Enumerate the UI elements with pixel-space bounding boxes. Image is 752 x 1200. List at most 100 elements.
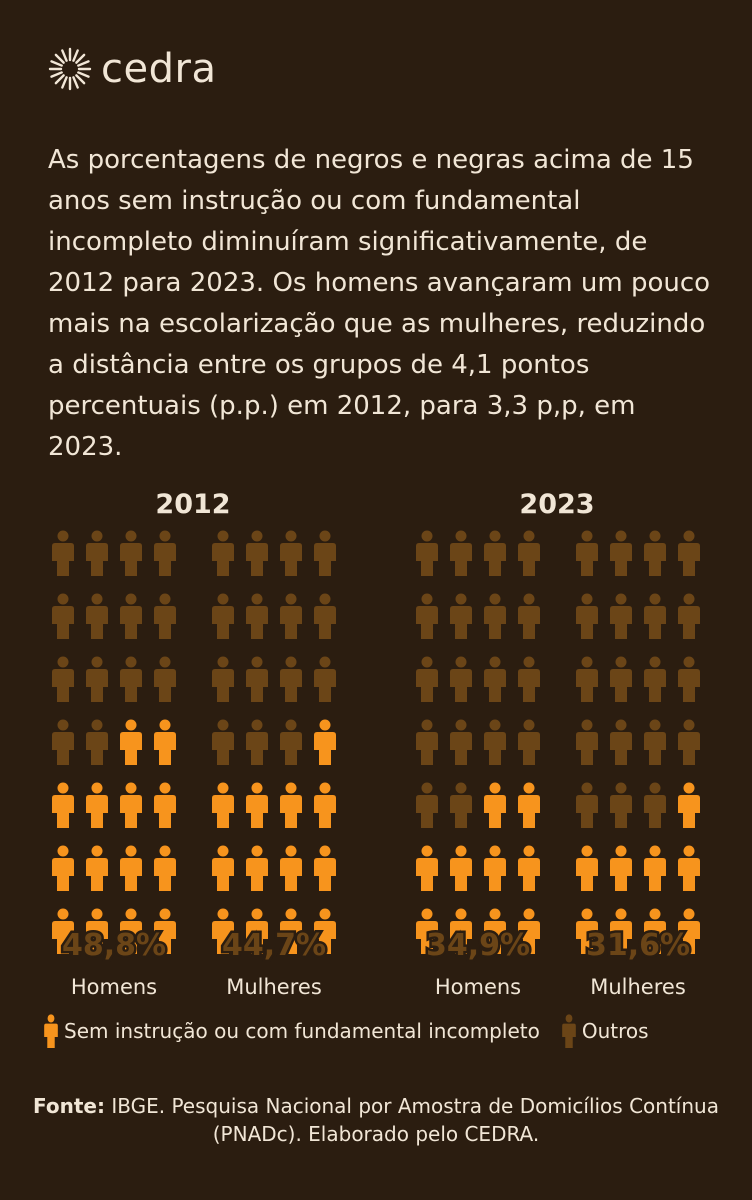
person-icon	[120, 782, 142, 828]
person-icon	[518, 593, 540, 639]
source-note: Fonte: IBGE. Pesquisa Nacional por Amost…	[30, 1092, 722, 1148]
person-icon	[52, 845, 74, 891]
person-icon	[212, 719, 234, 765]
person-icon	[154, 530, 176, 576]
person-icon	[678, 719, 700, 765]
person-icon	[518, 656, 540, 702]
person-icon	[246, 782, 268, 828]
person-icon	[576, 656, 598, 702]
person-icon	[610, 593, 632, 639]
person-icon	[246, 530, 268, 576]
person-icon	[246, 656, 268, 702]
person-icon	[154, 656, 176, 702]
person-icon	[416, 908, 438, 954]
person-icon	[416, 719, 438, 765]
person-icon	[86, 845, 108, 891]
person-icon	[120, 530, 142, 576]
legend-label: Outros	[581, 1019, 649, 1043]
person-icon	[610, 719, 632, 765]
person-icon	[450, 656, 472, 702]
person-icon	[154, 908, 176, 954]
person-icon	[610, 908, 632, 954]
person-icon	[562, 1014, 576, 1048]
person-icon	[86, 593, 108, 639]
year-label: 2012	[155, 489, 230, 520]
person-icon	[246, 908, 268, 954]
person-icon	[314, 845, 336, 891]
person-icon	[212, 908, 234, 954]
person-icon	[120, 656, 142, 702]
person-icon	[86, 908, 108, 954]
person-icon	[416, 782, 438, 828]
person-icon	[44, 1014, 58, 1048]
person-icon	[576, 719, 598, 765]
legend-item-other: Outros	[562, 1014, 649, 1048]
value-label: 31,6%	[586, 928, 690, 963]
person-icon	[450, 719, 472, 765]
group-label: Mulheres	[226, 975, 322, 999]
value-label: 44,7%	[222, 928, 326, 963]
source-label: Fonte:	[33, 1094, 105, 1118]
person-icon	[154, 593, 176, 639]
person-icon	[644, 782, 666, 828]
person-icon	[212, 782, 234, 828]
person-icon	[644, 656, 666, 702]
person-icon	[678, 593, 700, 639]
person-icon	[518, 782, 540, 828]
brand-logo: cedra	[47, 44, 216, 94]
person-icon	[154, 782, 176, 828]
person-icon	[576, 908, 598, 954]
group-label: Homens	[71, 975, 157, 999]
person-icon	[610, 656, 632, 702]
person-icon	[416, 593, 438, 639]
person-icon	[576, 845, 598, 891]
person-icon	[246, 719, 268, 765]
intro-text: As porcentagens de negros e negras acima…	[48, 145, 711, 462]
person-icon	[678, 782, 700, 828]
person-icon	[120, 908, 142, 954]
person-icon	[314, 656, 336, 702]
pictogram-chart: 2012 48,8% Homens 44,7% Mulheres 2023 34,9% Hom…	[52, 489, 700, 999]
person-icon	[484, 908, 506, 954]
person-icon	[678, 530, 700, 576]
person-icon	[212, 845, 234, 891]
person-icon	[610, 530, 632, 576]
person-icon	[314, 530, 336, 576]
person-icon	[52, 530, 74, 576]
brand-name: cedra	[101, 46, 217, 92]
person-icon	[52, 656, 74, 702]
person-icon	[280, 845, 302, 891]
person-icon	[484, 593, 506, 639]
value-label: 34,9%	[426, 928, 530, 963]
person-icon	[484, 656, 506, 702]
person-icon	[562, 1014, 576, 1048]
person-icon	[518, 719, 540, 765]
person-icon	[212, 593, 234, 639]
person-icon	[484, 845, 506, 891]
person-icon	[644, 845, 666, 891]
person-icon	[280, 593, 302, 639]
person-icon	[280, 530, 302, 576]
person-icon	[450, 782, 472, 828]
person-icon	[86, 530, 108, 576]
person-icon	[484, 530, 506, 576]
person-icon	[120, 845, 142, 891]
person-icon	[644, 908, 666, 954]
person-icon	[450, 845, 472, 891]
person-icon	[450, 908, 472, 954]
person-icon	[644, 530, 666, 576]
person-icon	[212, 530, 234, 576]
person-icon	[416, 656, 438, 702]
person-icon	[518, 845, 540, 891]
person-icon	[154, 719, 176, 765]
legend-label: Sem instrução ou com fundamental incompl…	[64, 1019, 540, 1043]
sun-burst-icon	[48, 47, 92, 91]
person-icon	[314, 782, 336, 828]
source-text: IBGE. Pesquisa Nacional por Amostra de D…	[111, 1094, 719, 1146]
person-icon	[610, 845, 632, 891]
person-icon	[86, 782, 108, 828]
person-icon	[52, 593, 74, 639]
person-icon	[416, 530, 438, 576]
person-icon	[280, 656, 302, 702]
person-icon	[518, 908, 540, 954]
